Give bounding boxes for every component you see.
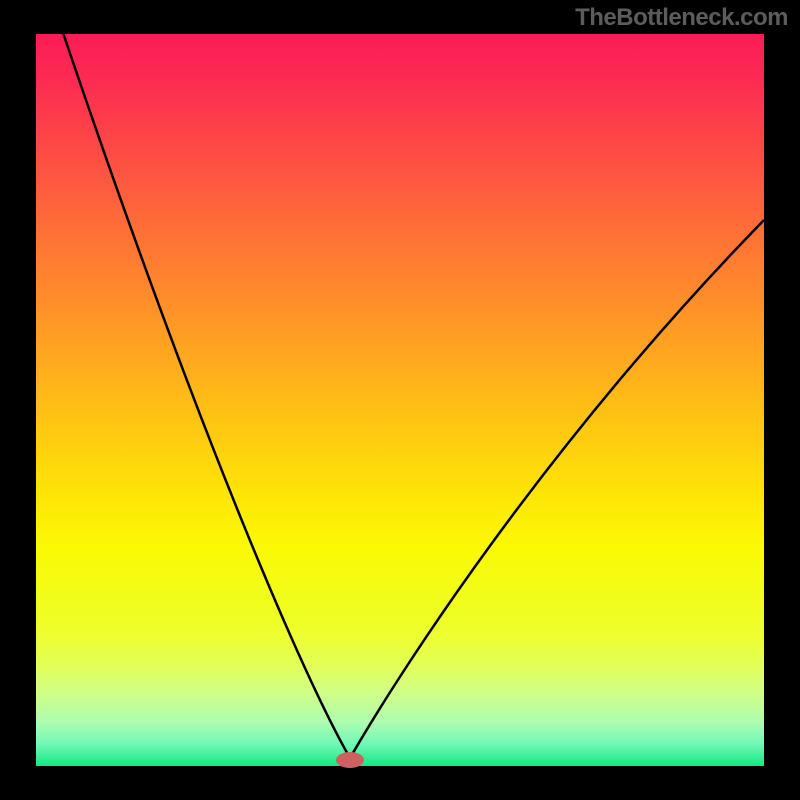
bottleneck-chart [0,0,800,800]
optimal-marker [336,752,364,768]
chart-container: TheBottleneck.com [0,0,800,800]
watermark-text: TheBottleneck.com [575,4,788,32]
plot-area [36,34,764,766]
